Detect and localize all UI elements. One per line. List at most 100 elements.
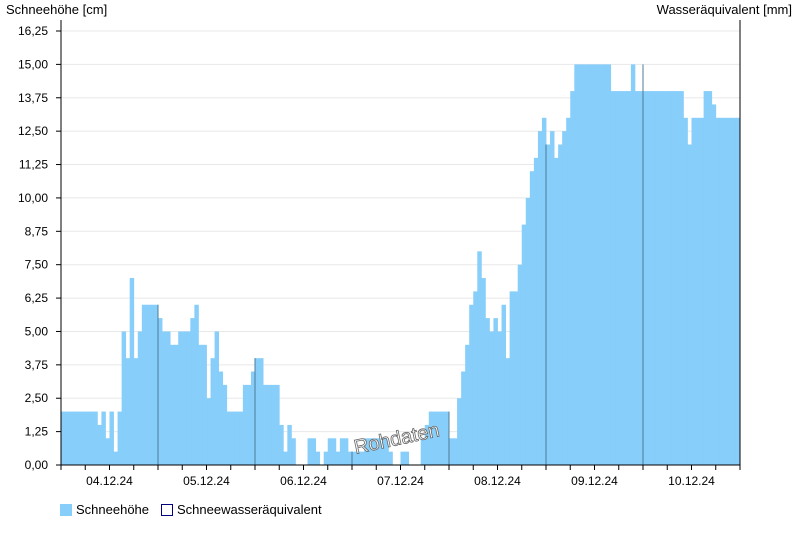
snow-height-bar [582, 64, 587, 465]
snow-height-bar [343, 438, 349, 465]
snow-height-bar [323, 451, 329, 465]
snow-height-bar [590, 64, 595, 465]
snow-height-bar [731, 117, 737, 466]
snow-height-bar [77, 411, 82, 465]
snow-height-bar [679, 91, 684, 465]
legend-swatch-swe [161, 503, 174, 516]
snow-height-bar [186, 331, 191, 465]
snow-height-bar [647, 91, 652, 465]
snow-height-bar [388, 451, 393, 465]
y-tick-label: 2,50 [25, 391, 49, 405]
snow-height-bar [606, 64, 612, 465]
snow-height-bar [663, 91, 668, 465]
snow-height-bar [182, 331, 187, 465]
snow-height-bar [263, 384, 268, 465]
snow-height-bar [598, 64, 603, 465]
snow-height-bar [602, 64, 608, 465]
snow-height-bar [238, 411, 244, 465]
snow-height-bar [93, 411, 98, 465]
snow-height-bar [145, 304, 151, 465]
snow-height-bar [501, 304, 506, 465]
snow-height-bar [436, 411, 442, 465]
y-tick-label: 5,00 [25, 324, 49, 338]
snow-height-bar [283, 451, 288, 465]
snow-height-bar [711, 104, 717, 465]
snow-height-bar [594, 64, 599, 465]
snow-height-bar [578, 64, 583, 465]
snow-height-bar [198, 344, 203, 465]
snow-height-bar [275, 384, 280, 465]
snow-height-bar [141, 304, 147, 465]
snow-height-bar [562, 131, 567, 465]
snow-height-bar [651, 91, 656, 465]
snow-height-bar [234, 411, 240, 465]
snow-height-bar [158, 318, 163, 465]
snow-height-bar [420, 438, 426, 465]
snow-height-bar [461, 371, 466, 465]
x-tick-label: 08.12.24 [474, 474, 521, 488]
y-tick-label: 12,50 [18, 124, 48, 138]
snow-height-bar [659, 91, 664, 465]
snow-height-bar [149, 304, 155, 465]
snow-height-bar [194, 304, 199, 465]
snow-height-bar [469, 304, 474, 465]
snow-height-bar [517, 264, 523, 465]
y-tick-label: 8,75 [25, 224, 49, 238]
snow-height-bar [481, 278, 486, 465]
snow-height-bar [667, 91, 672, 465]
snow-height-bar [202, 344, 207, 465]
snow-height-bar [695, 117, 700, 466]
snow-height-bar [81, 411, 86, 465]
snow-height-bar [250, 371, 256, 465]
snow-height-bar [558, 144, 563, 465]
snow-height-bar [513, 291, 519, 465]
snow-height-bar [287, 424, 292, 465]
snow-height-bar [477, 251, 482, 465]
snow-height-bar [218, 371, 224, 465]
snow-height-bar [614, 91, 620, 465]
snow-height-bar [125, 358, 131, 465]
snow-height-bar [428, 411, 434, 465]
snow-height-bar [246, 384, 252, 465]
snow-height-bar [473, 291, 478, 465]
snow-height-bar [432, 411, 438, 465]
snow-height-bar [574, 64, 579, 465]
snow-height-bar [255, 358, 260, 465]
snow-height-bar [121, 331, 127, 465]
snow-height-bar [529, 171, 535, 465]
snow-height-bar [424, 424, 430, 465]
snow-height-bar [550, 131, 555, 465]
snow-height-bar [279, 424, 284, 465]
snow-height-bar [291, 438, 296, 465]
snow-height-bar [356, 451, 361, 465]
snow-height-bar [307, 438, 312, 465]
snow-height-bar [117, 411, 123, 465]
snow-height-bar [485, 318, 490, 465]
snow-height-bar [671, 91, 676, 465]
snow-height-bar [372, 438, 377, 465]
snow-height-bar [541, 117, 547, 466]
snow-height-bar [440, 411, 446, 465]
legend-swatch-snow-height [60, 503, 72, 516]
snow-height-bar [643, 91, 648, 465]
snow-height-bar [271, 384, 276, 465]
x-tick-label: 04.12.24 [86, 474, 133, 488]
snow-height-bar [554, 157, 559, 465]
snow-height-bar [675, 91, 680, 465]
snow-height-bar [352, 451, 357, 465]
y-tick-label: 13,75 [18, 91, 48, 105]
y-tick-label: 3,75 [25, 358, 49, 372]
snow-height-bar [505, 358, 511, 465]
snow-height-bar [109, 411, 114, 465]
snow-height-bar [626, 91, 632, 465]
y-tick-label: 11,25 [19, 158, 48, 172]
snow-height-bar [404, 451, 409, 465]
snow-height-bar [368, 438, 373, 465]
snow-height-bar [634, 91, 640, 465]
x-tick-label: 06.12.24 [280, 474, 327, 488]
snow-height-bar [610, 91, 616, 465]
snow-height-bar [489, 331, 494, 465]
snow-height-bar [73, 411, 78, 465]
snow-height-bar [719, 117, 725, 466]
snow-height-bar [166, 331, 171, 465]
